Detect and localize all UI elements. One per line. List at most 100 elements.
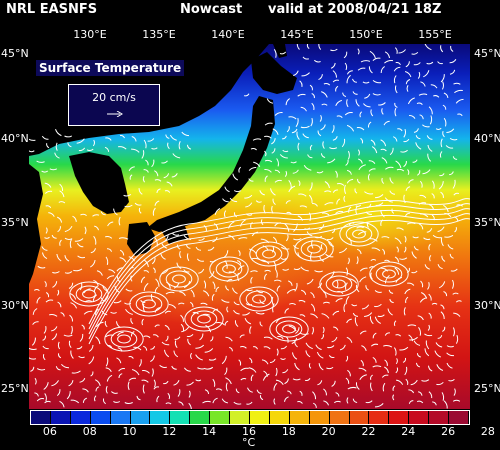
flow-vector <box>272 128 279 135</box>
flow-vector <box>306 44 310 50</box>
flow-vector <box>41 246 48 251</box>
flow-vector <box>104 320 108 328</box>
flow-vector <box>378 102 386 106</box>
flow-vector <box>295 118 299 128</box>
flow-vector <box>424 348 430 357</box>
flow-vector <box>368 160 376 164</box>
flow-vector <box>242 312 251 316</box>
flow-vector <box>352 312 359 317</box>
eddy-streamline <box>369 261 409 287</box>
flow-vector <box>198 237 205 241</box>
flow-vector <box>110 311 117 314</box>
flow-vector <box>294 362 300 371</box>
flow-vector <box>56 216 63 223</box>
flow-vector <box>392 385 396 392</box>
flow-vector <box>452 292 459 295</box>
flow-vector <box>301 289 307 295</box>
flow-vector <box>394 85 398 94</box>
flow-vector <box>370 382 373 392</box>
flow-vector <box>64 237 73 240</box>
flow-vector <box>164 310 171 314</box>
flow-vector <box>352 91 358 95</box>
colorbar-segment <box>449 411 469 424</box>
flow-vector <box>93 280 99 286</box>
flow-vector <box>271 148 276 154</box>
flow-vector <box>269 358 276 363</box>
flow-vector <box>443 117 447 127</box>
flow-vector <box>57 341 61 350</box>
flow-vector <box>124 204 133 208</box>
flow-vector <box>374 290 382 293</box>
flow-vector <box>311 102 315 111</box>
flow-vector <box>233 301 240 306</box>
flow-vector <box>176 262 182 270</box>
eddy-streamline <box>159 266 199 292</box>
flow-vector <box>204 389 210 394</box>
flow-vector <box>346 336 353 343</box>
flow-vector <box>290 161 297 164</box>
flow-vector <box>445 145 454 149</box>
eddy-streamline <box>269 316 309 342</box>
flow-vector <box>288 116 297 120</box>
flow-vector <box>111 391 118 394</box>
flow-vector <box>229 197 238 203</box>
flow-vector <box>119 257 127 263</box>
flow-vector <box>317 130 322 137</box>
flow-vector <box>335 298 343 303</box>
flow-vector <box>243 93 250 97</box>
flow-vector <box>129 174 133 180</box>
flow-vector <box>178 140 181 150</box>
flow-vector <box>276 158 279 167</box>
flow-vector <box>235 388 240 394</box>
flow-vector <box>295 327 300 334</box>
flow-vector <box>317 380 323 386</box>
flow-vector <box>346 74 351 84</box>
flow-vector <box>437 61 443 65</box>
flow-vector <box>374 316 381 324</box>
eddy-streamline <box>184 306 224 332</box>
flow-vector <box>425 340 430 350</box>
flow-vector <box>370 272 373 280</box>
eddy-streamline <box>249 241 289 267</box>
flow-vector <box>151 257 156 265</box>
flow-vector <box>431 193 435 199</box>
flow-vector <box>60 312 65 317</box>
flow-vector <box>294 282 298 292</box>
flow-vector <box>67 142 72 148</box>
flow-vector <box>424 44 432 51</box>
flow-vector <box>59 239 62 246</box>
flow-vector <box>59 183 64 191</box>
colorbar-segment <box>31 411 51 424</box>
colorbar-tick-label: 16 <box>242 425 256 438</box>
flow-vector <box>433 95 440 98</box>
flow-vector <box>181 131 190 137</box>
lat-label-right: 25°N <box>474 382 500 395</box>
flow-vector <box>389 298 394 304</box>
flow-vector <box>316 351 324 359</box>
flow-vector <box>232 173 239 181</box>
flow-vector <box>37 265 46 269</box>
flow-vector <box>418 202 427 205</box>
flow-vector <box>294 340 298 348</box>
flow-vector <box>264 159 273 163</box>
flow-vector <box>263 346 271 350</box>
flow-vector <box>42 335 47 341</box>
flow-vector <box>49 168 58 171</box>
flow-vector <box>436 381 444 386</box>
flow-vector <box>369 238 378 242</box>
flow-vector <box>266 98 274 104</box>
flow-vector <box>186 333 194 338</box>
flow-vector <box>171 365 177 370</box>
flow-vector <box>204 348 214 353</box>
flow-vector <box>100 211 106 216</box>
flow-vector <box>282 149 289 153</box>
flow-vector <box>358 158 363 164</box>
flow-vector <box>403 307 406 316</box>
flow-vector <box>172 153 181 159</box>
flow-vector <box>332 310 340 316</box>
flow-vector <box>113 300 122 304</box>
flow-vector <box>263 336 273 340</box>
flow-vector <box>276 285 281 292</box>
flow-vector <box>104 146 110 152</box>
flow-vector <box>84 226 87 235</box>
